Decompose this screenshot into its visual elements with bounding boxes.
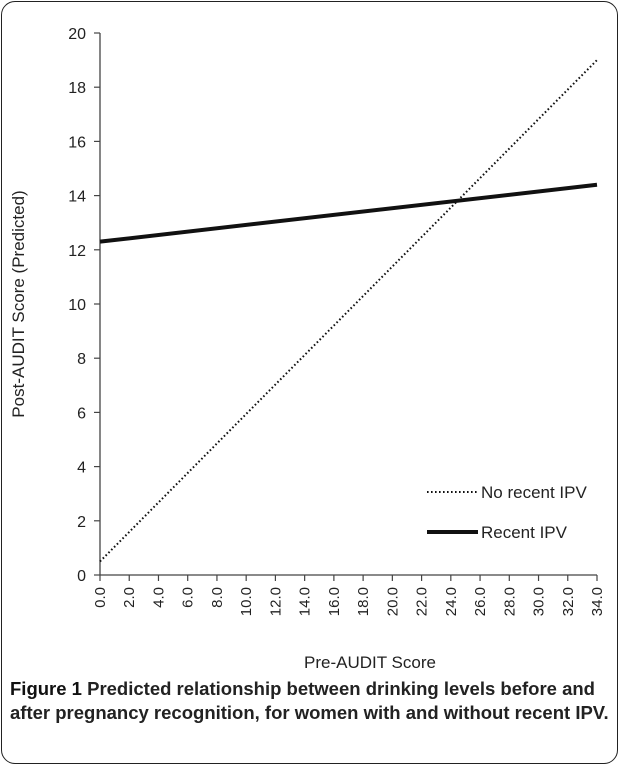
x-tick-label: 20.0 bbox=[384, 587, 401, 616]
y-tick-label: 0 bbox=[77, 568, 86, 585]
x-tick-label: 22.0 bbox=[414, 587, 431, 616]
y-tick-label: 4 bbox=[77, 460, 86, 477]
y-tick-label: 20 bbox=[68, 26, 86, 43]
series-line-no-recent-ipv bbox=[99, 59, 598, 563]
x-tick-label: 16.0 bbox=[326, 587, 343, 616]
x-tick-label: 30.0 bbox=[531, 587, 548, 616]
caption-lead: Figure 1 bbox=[10, 678, 82, 699]
chart-series bbox=[99, 59, 598, 563]
y-tick-label: 10 bbox=[68, 297, 86, 314]
figure-caption: Figure 1 Predicted relationship between … bbox=[10, 677, 610, 725]
y-tick-label: 18 bbox=[68, 80, 86, 97]
y-tick-label: 12 bbox=[68, 243, 86, 260]
x-tick-label: 0.0 bbox=[92, 587, 109, 608]
x-tick-label: 34.0 bbox=[589, 587, 606, 616]
line-chart: 0 2 4 6 8 10 12 14 16 18 20 0.0 2.0 4.0 6.0 8.0 10.0 12.… bbox=[9, 26, 606, 670]
x-tick-label: 6.0 bbox=[180, 587, 197, 608]
y-tick-label: 2 bbox=[77, 514, 86, 531]
y-tick-label: 8 bbox=[77, 351, 86, 368]
x-axis-label: Pre-AUDIT Score bbox=[304, 653, 436, 670]
x-axis-ticks: 0.0 2.0 4.0 6.0 8.0 10.0 12.0 14.0 16.0 18.0 20.0 2… bbox=[92, 575, 606, 616]
x-tick-label: 12.0 bbox=[267, 587, 284, 616]
x-tick-label: 28.0 bbox=[501, 587, 518, 616]
chart-legend: No recent IPV Recent IPV bbox=[427, 483, 587, 542]
x-tick-label: 10.0 bbox=[238, 587, 255, 616]
x-tick-label: 24.0 bbox=[443, 587, 460, 616]
y-tick-label: 14 bbox=[68, 189, 86, 206]
x-tick-label: 32.0 bbox=[560, 587, 577, 616]
x-tick-label: 8.0 bbox=[209, 587, 226, 608]
x-tick-label: 18.0 bbox=[355, 587, 372, 616]
x-tick-label: 2.0 bbox=[121, 587, 138, 608]
y-axis-ticks: 0 2 4 6 8 10 12 14 16 18 20 bbox=[68, 26, 100, 585]
y-axis-label: Post-AUDIT Score (Predicted) bbox=[9, 190, 28, 417]
y-tick-label: 6 bbox=[77, 405, 86, 422]
legend-label: Recent IPV bbox=[481, 523, 568, 542]
caption-text: Predicted relationship between drinking … bbox=[10, 678, 609, 723]
x-tick-label: 4.0 bbox=[150, 587, 167, 608]
x-tick-label: 14.0 bbox=[297, 587, 314, 616]
y-tick-label: 16 bbox=[68, 134, 86, 151]
series-line-recent-ipv bbox=[99, 182, 598, 244]
legend-label: No recent IPV bbox=[481, 483, 587, 502]
x-tick-label: 26.0 bbox=[472, 587, 489, 616]
